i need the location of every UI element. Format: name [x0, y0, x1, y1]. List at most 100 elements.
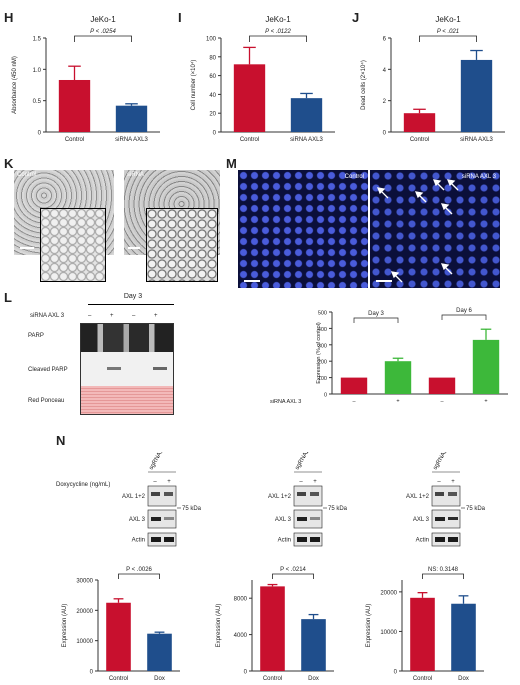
brightfield-sirna-inset: [146, 208, 218, 282]
significance-bracket: [422, 573, 464, 579]
p-value: P < .0026: [126, 567, 152, 573]
blot-row-label: AXL 3: [275, 517, 292, 523]
y-axis-title: Expression (AU): [62, 604, 68, 648]
bar: [472, 339, 500, 394]
blot-band: [151, 517, 161, 521]
x-tick-label: –: [440, 399, 444, 405]
chart-i: 0 20 40 60 80 100 Cell number (×10⁴) Control siR…: [190, 15, 335, 143]
blot-row-label: AXL 1+2: [268, 494, 292, 500]
x-tick-label: +: [396, 399, 399, 405]
blot-band: [310, 517, 320, 520]
blot-row-label: siRNA AXL 3: [30, 313, 65, 319]
y-tick-label: 0: [383, 131, 387, 137]
panel-label-h: H: [4, 10, 14, 25]
chart-title: JeKo-1: [265, 15, 291, 24]
blot-band: [448, 517, 458, 520]
x-tick-label: +: [484, 399, 487, 405]
doxycycline-label: Doxycycline (ng/mL): [56, 482, 111, 488]
y-tick-label: 20: [209, 112, 216, 118]
y-axis-title: Absorbance (450 nM): [12, 56, 18, 114]
guide-label: sgRNA3: [433, 452, 450, 471]
blot-band: [435, 517, 445, 521]
fluorescence-sirna-image: siRNA AXL 3: [370, 170, 500, 288]
x-tick-label: Control: [410, 137, 429, 143]
y-tick-label: 10000: [76, 639, 93, 645]
scale-bar: [244, 280, 260, 282]
blot-band: [448, 492, 457, 496]
kda-label: 75 kDa: [466, 506, 486, 512]
panel-label-j: J: [352, 10, 360, 25]
arrows-overlay: [376, 179, 459, 283]
blot-row-label: Actin: [416, 538, 429, 544]
significance-bracket: [419, 35, 477, 42]
x-tick-label: Dox: [458, 676, 469, 682]
blot-box: [293, 485, 323, 507]
x-tick-label: siRNA AXL3: [290, 137, 323, 143]
blot-band: [297, 492, 306, 496]
image-label-control: Control: [344, 174, 364, 180]
y-tick-label: 4000: [234, 633, 248, 639]
y-axis-title: Cell number (×10⁴): [190, 60, 197, 111]
y-tick-label: 20000: [76, 609, 93, 615]
y-tick-label: 20000: [380, 590, 397, 596]
significance-bracket: [74, 35, 132, 42]
blot-day-label: Day 3: [123, 293, 143, 300]
blot-box: [431, 485, 461, 507]
chart-n1: 0 10000 20000 30000 Expression (AU) Control Do…: [62, 567, 180, 682]
bar: [147, 633, 172, 671]
blot-box: [147, 532, 177, 547]
bar: [410, 597, 435, 671]
chart-title: JeKo-1: [90, 15, 116, 24]
blot-row-label: AXL 1+2: [122, 494, 146, 500]
blot-box: [431, 532, 461, 547]
y-tick-label: 0: [324, 393, 327, 399]
y-tick-label: 1.0: [33, 68, 42, 74]
bar: [451, 603, 476, 671]
blot-band: [435, 492, 444, 496]
scale-bar: [20, 247, 34, 249]
blot-membrane: [80, 323, 174, 415]
blot-band: [151, 537, 161, 542]
cleaved-parp-lane: [81, 352, 173, 386]
p-value: NS: 0.3148: [428, 567, 459, 573]
sign-4: +: [154, 313, 158, 319]
blot-band: [297, 517, 307, 521]
bar: [428, 377, 456, 394]
dox-sign: +: [167, 479, 171, 485]
parp-band: [81, 324, 173, 352]
blot-label-ponceau: Red Ponceau: [28, 398, 65, 404]
bar: [403, 113, 436, 132]
blot-band: [310, 537, 320, 542]
y-tick-label: 1.5: [33, 37, 42, 43]
y-tick-label: 6: [383, 37, 387, 43]
significance-bracket: [272, 573, 314, 579]
y-tick-label: 40: [209, 93, 216, 99]
bar: [290, 98, 323, 132]
blot-figure: sgRNA3 – + AXL 1+2 AXL 3 Actin 75 kDa: [406, 448, 486, 547]
blot-band: [435, 537, 445, 542]
chart-title: JeKo-1: [435, 15, 461, 24]
blot-box: [147, 485, 177, 507]
y-tick-label: 0: [244, 670, 248, 676]
dox-sign: –: [153, 479, 157, 485]
blot-day-bracket: [88, 304, 174, 305]
p-value: P < .0214: [280, 567, 306, 573]
kda-label: 75 kDa: [182, 506, 202, 512]
blot-box: [431, 509, 461, 529]
n-blot-sgrna2: sgRNA2 – + AXL 1+2 AXL 3 Actin 75 kDa: [252, 448, 372, 562]
chart-m: 0 100 200 300 400 500 Expression (% of control…: [270, 308, 508, 405]
chart-n2: 0 4000 8000 Expression (AU) Control Dox P < .0…: [216, 567, 334, 682]
bar: [233, 64, 266, 132]
x-axis-title: siRNA AXL 3: [270, 399, 301, 405]
y-tick-label: 100: [318, 376, 327, 382]
bar: [340, 377, 368, 394]
blot-box: [293, 509, 323, 529]
y-tick-label: 400: [318, 327, 327, 333]
group-bracket: [441, 314, 487, 320]
blot-band: [164, 492, 173, 496]
bar: [106, 602, 131, 671]
y-tick-label: 4: [383, 68, 387, 74]
y-tick-label: 60: [209, 74, 216, 80]
chart-n3: 0 10000 20000 Expression (AU) Control Dox NS: …: [366, 567, 484, 682]
panel-label-k: K: [4, 156, 14, 171]
